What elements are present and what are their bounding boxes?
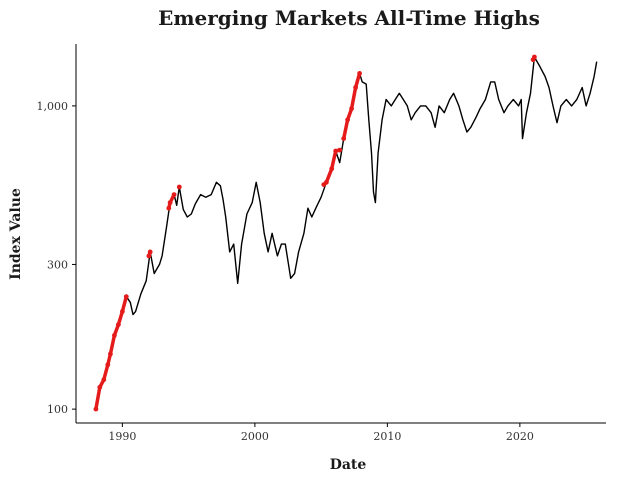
y-tick-label: 300	[47, 258, 68, 271]
ath-point	[116, 322, 121, 327]
y-axis-label: Index Value	[8, 188, 24, 280]
ath-point	[333, 148, 339, 154]
ath-point	[112, 333, 117, 338]
ath-point	[353, 85, 358, 90]
x-axis-label: Date	[330, 457, 367, 473]
ath-point	[345, 117, 350, 123]
ath-point	[176, 184, 182, 190]
ath-point	[146, 253, 152, 259]
ath-point	[120, 309, 125, 314]
ath-point	[349, 106, 354, 111]
ath-point	[166, 205, 172, 211]
plot-area	[93, 54, 598, 412]
ath-point	[147, 249, 153, 255]
ath-point	[357, 71, 362, 76]
x-axis-ticks: 1990 2000 2010 2020	[108, 423, 534, 443]
chart-title: Emerging Markets All-Time Highs	[158, 6, 540, 30]
ath-point	[324, 179, 329, 185]
y-tick-label: 1,000	[37, 100, 69, 113]
ath-point	[105, 362, 111, 368]
ath-point	[171, 192, 177, 198]
x-tick-label: 1990	[108, 430, 136, 443]
x-tick-label: 2000	[241, 430, 269, 443]
ath-point	[532, 54, 537, 60]
ath-point	[108, 351, 113, 357]
ath-segment-5	[341, 71, 362, 141]
x-tick-label: 2020	[506, 430, 534, 443]
ath-point	[93, 406, 99, 412]
ath-point	[97, 384, 103, 390]
ath-point	[167, 200, 173, 206]
x-tick-label: 2010	[373, 430, 401, 443]
ath-point	[341, 136, 347, 142]
ath-point	[101, 377, 107, 383]
series-line-0	[95, 56, 598, 410]
ath-point	[329, 166, 335, 172]
ath-point	[123, 294, 129, 299]
y-tick-label: 100	[47, 403, 68, 416]
y-axis-ticks: 100 300 1,000	[37, 100, 76, 416]
ath-point	[337, 147, 343, 153]
